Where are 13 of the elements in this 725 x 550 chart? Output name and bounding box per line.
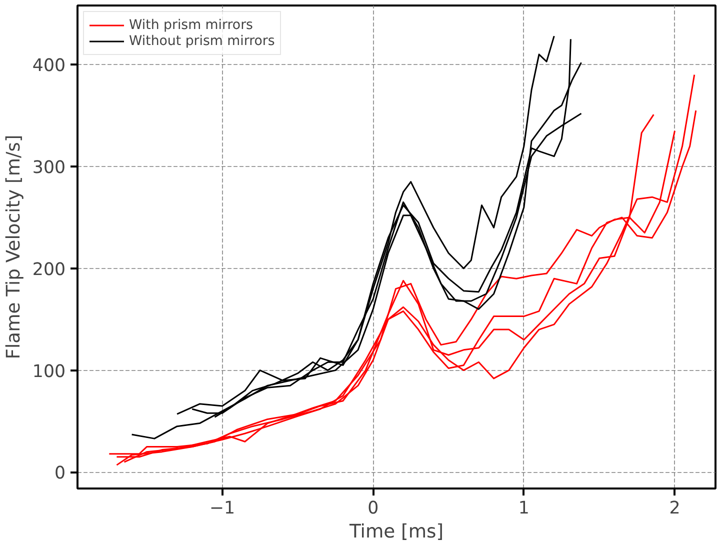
x-tick-label: 0 [368, 498, 379, 518]
x-tick-label: 2 [669, 498, 680, 518]
x-axis-title: Time [ms] [348, 522, 444, 542]
legend-label: With prism mirrors [129, 17, 254, 33]
y-tick-label: 300 [32, 158, 66, 178]
y-axis-title: Flame Tip Velocity [m/s] [3, 134, 24, 360]
y-tick-label: 0 [54, 464, 66, 484]
y-tick-label: 200 [32, 260, 66, 280]
legend-label: Without prism mirrors [129, 33, 275, 49]
y-tick-label: 400 [32, 56, 66, 76]
y-tick-label: 100 [32, 362, 66, 382]
x-tick-label: −1 [210, 498, 236, 518]
x-tick-label: 1 [518, 498, 530, 518]
